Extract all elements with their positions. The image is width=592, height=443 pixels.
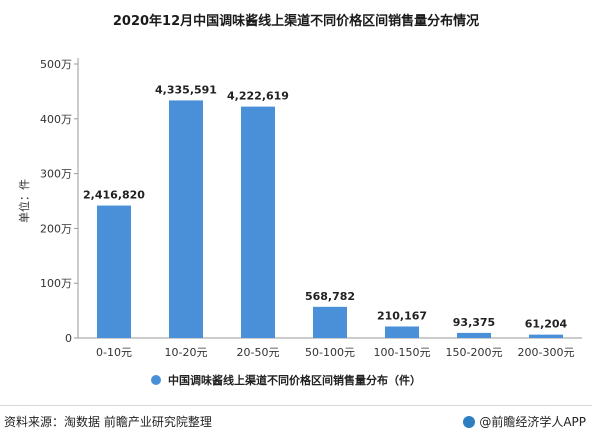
y-tick-label: 300万 <box>40 168 72 181</box>
bar <box>97 205 131 338</box>
bar <box>169 100 203 339</box>
brand-credit: @前瞻经济学人APP <box>463 413 586 430</box>
data-label: 4,335,591 <box>155 83 217 96</box>
bar <box>385 326 419 338</box>
x-tick-label: 10-20元 <box>165 346 208 359</box>
data-label: 2,416,820 <box>83 189 145 202</box>
bar <box>241 106 275 338</box>
brand-logo-icon <box>463 415 476 428</box>
bar <box>529 334 563 338</box>
y-tick-label: 500万 <box>40 58 72 71</box>
data-label: 568,782 <box>305 290 355 303</box>
y-tick-label: 100万 <box>40 277 72 290</box>
y-axis-title: 单位：件 <box>17 179 31 223</box>
x-tick-label: 200-300元 <box>518 346 575 359</box>
y-tick-label: 200万 <box>40 222 72 235</box>
footer-divider <box>0 405 592 406</box>
x-tick-label: 0-10元 <box>96 346 132 359</box>
y-tick-label: 0 <box>65 332 72 345</box>
chart-title: 2020年12月中国调味酱线上渠道不同价格区间销售量分布情况 <box>112 14 480 29</box>
brand-text: @前瞻经济学人APP <box>479 415 586 429</box>
x-tick-label: 50-100元 <box>305 346 355 359</box>
legend-marker <box>151 375 161 385</box>
bar <box>457 332 491 338</box>
bar <box>313 306 347 338</box>
data-label: 61,204 <box>525 318 568 331</box>
legend-label: 中国调味酱线上渠道不同价格区间销售量分布（件） <box>168 373 421 387</box>
x-tick-label: 150-200元 <box>446 346 503 359</box>
y-tick-label: 400万 <box>40 113 72 126</box>
source-text: 资料来源：淘数据 前瞻产业研究院整理 <box>4 415 212 429</box>
data-label: 4,222,619 <box>227 90 289 103</box>
data-label: 93,375 <box>453 316 495 329</box>
x-tick-label: 100-150元 <box>374 346 431 359</box>
data-label: 210,167 <box>377 309 427 322</box>
x-tick-label: 20-50元 <box>237 346 280 359</box>
